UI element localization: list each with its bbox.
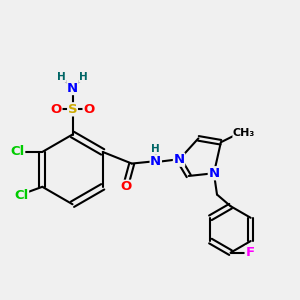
Text: H: H xyxy=(152,144,160,154)
Text: F: F xyxy=(245,246,254,259)
Text: S: S xyxy=(68,103,77,116)
Text: H: H xyxy=(79,72,88,82)
Text: Cl: Cl xyxy=(14,189,28,202)
Text: Cl: Cl xyxy=(11,146,25,158)
Text: N: N xyxy=(173,153,184,166)
Text: CH₃: CH₃ xyxy=(233,128,255,138)
Text: H: H xyxy=(57,72,66,82)
Text: O: O xyxy=(120,180,132,193)
Text: O: O xyxy=(51,103,62,116)
Text: N: N xyxy=(67,82,78,94)
Text: N: N xyxy=(208,167,220,180)
Text: O: O xyxy=(83,103,94,116)
Text: N: N xyxy=(150,155,161,168)
